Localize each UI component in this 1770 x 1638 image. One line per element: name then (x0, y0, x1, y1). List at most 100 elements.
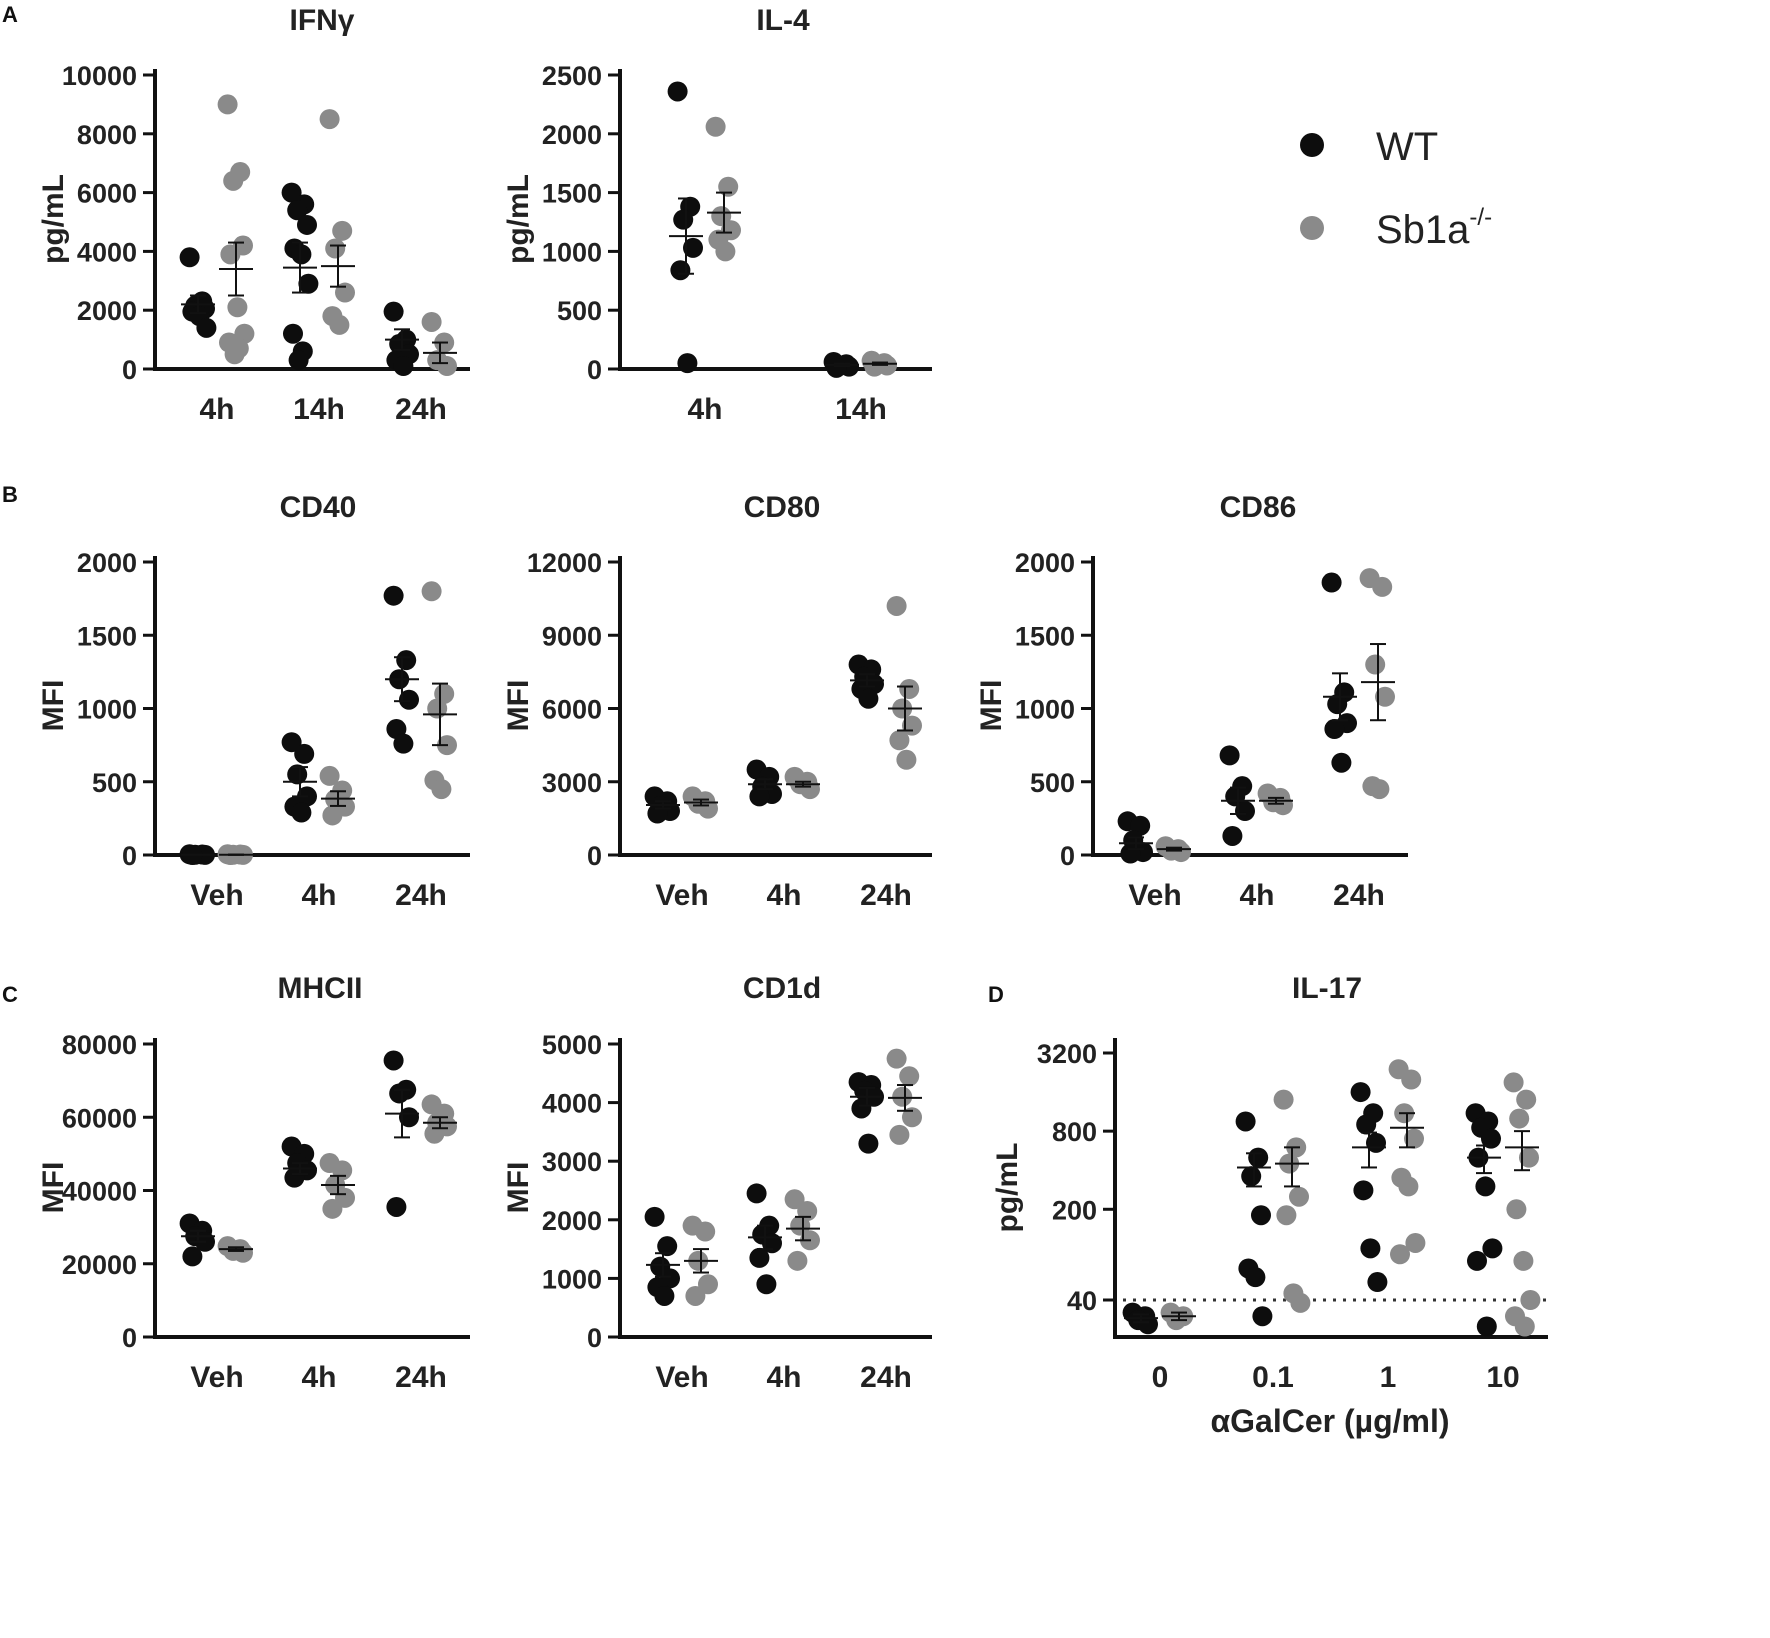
data-point-wt (1476, 1316, 1497, 1337)
x-category-label: 4h (766, 1361, 801, 1394)
y-tick-label: 500 (557, 296, 602, 326)
data-point-wt (749, 786, 770, 807)
data-point-sb1a (227, 297, 248, 318)
data-point-sb1a (220, 244, 241, 265)
legend-ko-label: Sb1a-/- (1376, 204, 1492, 252)
data-point-sb1a (224, 344, 245, 365)
data-point-sb1a (1375, 686, 1395, 707)
data-point-sb1a (698, 1274, 718, 1295)
data-point-wt (283, 323, 303, 344)
data-point-wt (1120, 843, 1141, 864)
y-tick-label: 4000 (542, 1089, 602, 1119)
y-tick-label: 0 (122, 841, 137, 871)
y-tick-label: 8000 (77, 120, 137, 150)
y-tick-label: 500 (92, 768, 137, 798)
chart-title: CD80 (744, 491, 821, 524)
data-point-wt (1222, 825, 1243, 846)
data-point-sb1a (217, 94, 238, 115)
x-category-label: 24h (395, 393, 447, 426)
data-point-wt (1475, 1176, 1496, 1197)
data-point-wt (393, 356, 414, 377)
y-axis-label: pg/mL (37, 174, 70, 264)
data-point-wt (858, 1133, 879, 1154)
data-point-wt (393, 733, 414, 754)
data-point-sb1a (718, 176, 739, 197)
data-point-wt (1248, 1147, 1269, 1168)
y-tick-label: 2000 (542, 1206, 602, 1236)
data-point-sb1a (424, 1123, 445, 1144)
y-tick-label: 0 (587, 355, 602, 385)
data-point-sb1a (889, 730, 910, 751)
data-point-wt (1331, 752, 1352, 773)
data-point-wt (298, 273, 319, 294)
data-point-sb1a (1369, 779, 1390, 800)
chart-il17: D IL-17 40 200 800 3200 pg/mL 0 0.1 1 10 αGalCer (µ… (988, 972, 1548, 1439)
data-point-wt (1327, 694, 1348, 715)
x-category-label: Veh (655, 879, 708, 912)
data-point-sb1a (711, 206, 732, 227)
x-category-label: 24h (395, 1361, 447, 1394)
y-tick-label: 12000 (527, 548, 602, 578)
data-point-wt (1356, 1114, 1377, 1135)
data-point-wt (657, 1236, 678, 1257)
y-tick-label: 6000 (542, 695, 602, 725)
panel-letter-B: B (2, 482, 18, 507)
y-tick-label: 60000 (62, 1103, 137, 1133)
chart-cd1d: CD1d 0 1000 2000 3000 4000 5000 MFI Veh 4h 24h (502, 972, 932, 1394)
y-tick-label: 6000 (77, 179, 137, 209)
data-point-sb1a (427, 698, 448, 719)
data-point-wt (291, 802, 312, 823)
data-point-sb1a (902, 1107, 922, 1128)
data-point-sb1a (1520, 1290, 1541, 1310)
data-point-sb1a (1519, 1147, 1539, 1168)
legend-ko-base: Sb1a (1376, 208, 1470, 252)
x-category-label: 4h (301, 1361, 336, 1394)
y-tick-label: 2000 (1015, 548, 1075, 578)
data-point-sb1a (1290, 1292, 1311, 1313)
data-point-sb1a (431, 779, 452, 800)
y-tick-label: 80000 (62, 1030, 137, 1060)
y-tick-label: 9000 (542, 621, 602, 651)
data-point-wt (1360, 1238, 1381, 1259)
y-tick-label: 0 (122, 1323, 137, 1353)
chart-title: CD1d (743, 972, 821, 1005)
data-point-sb1a (705, 116, 726, 137)
data-point-wt (858, 688, 879, 709)
chart-title: IL-17 (1292, 972, 1362, 1005)
data-point-sb1a (329, 314, 350, 335)
data-point-sb1a (223, 170, 244, 191)
x-category-label: 4h (301, 879, 336, 912)
x-category-label: 0.1 (1252, 1361, 1294, 1394)
data-point-wt (654, 1285, 675, 1306)
data-point-wt (1251, 1205, 1271, 1226)
legend-wt-marker (1300, 133, 1324, 157)
data-point-wt (182, 1246, 203, 1267)
data-point-sb1a (1516, 1089, 1537, 1110)
data-point-sb1a (233, 1242, 253, 1263)
y-tick-label: 800 (1052, 1117, 1097, 1147)
data-point-wt (297, 214, 317, 235)
data-point-wt (756, 1274, 777, 1295)
data-point-wt (1353, 1180, 1374, 1201)
data-point-sb1a (437, 356, 457, 377)
data-point-wt (749, 1247, 770, 1268)
data-point-sb1a (1273, 1089, 1294, 1110)
legend-ko-marker (1300, 216, 1324, 240)
data-point-wt (287, 764, 308, 785)
data-point-sb1a (332, 220, 353, 241)
data-point-sb1a (1365, 654, 1386, 675)
data-point-wt (399, 689, 419, 710)
y-tick-label: 4000 (77, 237, 137, 267)
x-category-label: 1 (1380, 1361, 1397, 1394)
data-point-wt (644, 1206, 665, 1227)
data-point-sb1a (1171, 842, 1191, 863)
chart-mhcii: C MHCII 0 20000 40000 60000 80000 MFI Veh 4h 24h (2, 972, 470, 1394)
data-point-wt (826, 357, 847, 378)
chart-title: CD86 (1220, 491, 1297, 524)
data-point-wt (673, 209, 694, 230)
data-point-wt (291, 244, 312, 265)
data-point-wt (1241, 1166, 1262, 1187)
y-axis-label: MFI (37, 680, 70, 732)
y-tick-label: 2500 (542, 61, 602, 91)
y-tick-label: 0 (122, 355, 137, 385)
